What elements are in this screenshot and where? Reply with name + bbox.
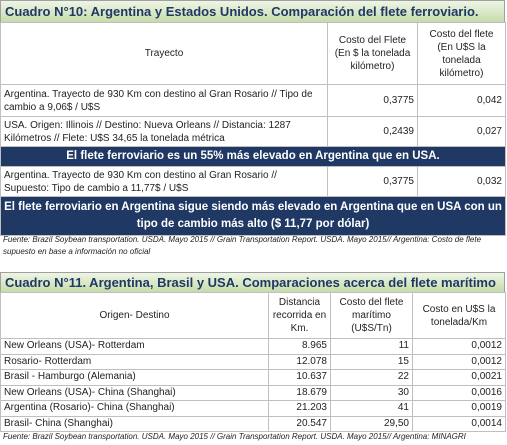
cell: 0,042 [417,84,506,117]
table-title: Cuadro N°10: Argentina y Estados Unidos.… [0,0,505,23]
cell: 0,032 [417,166,506,197]
header-cell: Costo del Flete (En $ la tonelada kilóme… [327,22,418,85]
cell: 0,0012 [412,353,506,370]
cell: 10.637 [268,369,331,386]
cell: 30 [330,384,413,401]
cell: USA. Origen: Illinois // Destino: Nueva … [0,116,328,147]
cell: New Orleans (USA)- Rotterdam [0,338,269,355]
cell: Argentina. Trayecto de 930 Km con destin… [0,84,328,117]
cell: 0,0021 [412,369,506,386]
cell: 0,3775 [327,166,418,197]
cell: 41 [330,400,413,417]
source-note: Fuente: Brazil Soybean transportation. U… [3,235,482,256]
cell: Argentina (Rosario)- China (Shanghai) [0,400,269,417]
banner: El flete ferroviario en Argentina sigue … [0,196,506,236]
cell: 20.547 [268,415,331,432]
cell: 21.203 [268,400,331,417]
cell: Rosario- Rotterdam [0,353,269,370]
cell: 0,2439 [327,116,418,147]
header-cell: Costo del flete (En U$S la tonelada kiló… [417,22,506,85]
cell: 18.679 [268,384,331,401]
cell: Brasil - Hamburgo (Alemania) [0,369,269,386]
cell: 15 [330,353,413,370]
cell: 8.965 [268,338,331,355]
cell: 0,3775 [327,84,418,117]
cell: 0,0012 [412,338,506,355]
cell: 22 [330,369,413,386]
header-cell: Trayecto [0,22,328,85]
cell: 0,0019 [412,400,506,417]
sea-table: Origen- Destino Distancia recorrida en K… [0,292,506,432]
cell: 11 [330,338,413,355]
source-note: Fuente: Brazil Soybean transportation. U… [3,432,466,441]
header-cell: Origen- Destino [0,292,269,339]
header-cell: Costo del flete marítimo (U$S/Tn) [330,292,413,339]
header-cell: Costo en U$S la tonelada/Km [412,292,506,339]
cell: 0,0016 [412,384,506,401]
cell: New Orleans (USA)- China (Shanghai) [0,384,269,401]
cell: 0,0014 [412,415,506,432]
cell: 29,50 [330,415,413,432]
table-title: Cuadro N°11. Argentina, Brasil y USA. Co… [0,272,505,293]
header-cell: Distancia recorrida en Km. [268,292,331,339]
rail-table: Trayecto Costo del Flete (En $ la tonela… [0,22,506,236]
banner: El flete ferroviario es un 55% más eleva… [0,146,506,167]
cell: 12.078 [268,353,331,370]
cell: Brasil- China (Shanghai) [0,415,269,432]
cell: 0,027 [417,116,506,147]
cell: Argentina. Trayecto de 930 Km con destin… [0,166,328,197]
